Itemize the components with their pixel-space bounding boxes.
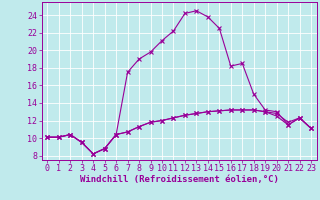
X-axis label: Windchill (Refroidissement éolien,°C): Windchill (Refroidissement éolien,°C) bbox=[80, 175, 279, 184]
